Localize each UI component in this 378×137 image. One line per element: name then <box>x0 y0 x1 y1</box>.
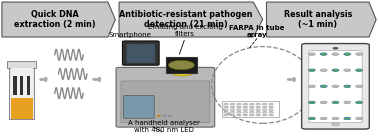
Circle shape <box>243 103 248 105</box>
Circle shape <box>308 69 315 72</box>
Circle shape <box>156 115 161 117</box>
FancyBboxPatch shape <box>124 95 154 118</box>
Circle shape <box>320 53 327 55</box>
Bar <box>13 76 17 95</box>
Circle shape <box>269 114 273 116</box>
Circle shape <box>237 109 241 110</box>
FancyBboxPatch shape <box>127 44 155 63</box>
Circle shape <box>332 85 339 88</box>
Circle shape <box>171 68 194 76</box>
Circle shape <box>344 69 351 72</box>
FancyBboxPatch shape <box>302 44 369 129</box>
Circle shape <box>308 85 315 88</box>
Circle shape <box>230 112 235 113</box>
FancyBboxPatch shape <box>309 51 362 123</box>
Circle shape <box>269 103 273 105</box>
Circle shape <box>256 112 260 113</box>
Circle shape <box>344 101 351 104</box>
Circle shape <box>262 106 267 108</box>
Text: FARPA in tube
array: FARPA in tube array <box>229 25 285 38</box>
Circle shape <box>356 53 363 55</box>
Bar <box>27 76 30 95</box>
Circle shape <box>230 109 235 110</box>
Circle shape <box>230 114 235 116</box>
Circle shape <box>320 85 327 88</box>
Circle shape <box>230 106 235 108</box>
Circle shape <box>308 53 315 55</box>
Circle shape <box>256 103 260 105</box>
Circle shape <box>249 112 254 113</box>
Circle shape <box>356 117 363 120</box>
Polygon shape <box>119 2 263 37</box>
Circle shape <box>262 109 267 110</box>
Bar <box>11 68 33 98</box>
FancyBboxPatch shape <box>122 41 159 65</box>
FancyBboxPatch shape <box>166 57 197 73</box>
Circle shape <box>256 109 260 110</box>
Circle shape <box>256 114 260 116</box>
Circle shape <box>237 114 241 116</box>
FancyBboxPatch shape <box>9 68 34 119</box>
Circle shape <box>262 112 267 113</box>
Circle shape <box>224 112 228 113</box>
Text: Smartphone: Smartphone <box>109 32 152 38</box>
Circle shape <box>269 112 273 113</box>
Circle shape <box>356 69 363 72</box>
FancyBboxPatch shape <box>7 61 36 68</box>
Circle shape <box>262 103 267 105</box>
Circle shape <box>256 106 260 108</box>
Circle shape <box>320 117 327 120</box>
Polygon shape <box>266 2 376 37</box>
Circle shape <box>230 103 235 105</box>
Bar <box>11 98 33 119</box>
Text: Emitting and exciting
filters: Emitting and exciting filters <box>148 24 223 37</box>
Circle shape <box>224 109 228 110</box>
FancyBboxPatch shape <box>116 67 215 127</box>
Text: Antibiotic-resistant pathogen
detection (21 min): Antibiotic-resistant pathogen detection … <box>119 10 253 29</box>
Circle shape <box>262 114 267 116</box>
Circle shape <box>332 117 339 120</box>
Circle shape <box>243 109 248 110</box>
Circle shape <box>249 106 254 108</box>
Circle shape <box>224 114 228 116</box>
Circle shape <box>269 106 273 108</box>
Circle shape <box>332 69 339 72</box>
Circle shape <box>344 53 351 55</box>
Circle shape <box>333 47 338 49</box>
Circle shape <box>237 106 241 108</box>
Circle shape <box>243 106 248 108</box>
Circle shape <box>308 117 315 120</box>
Circle shape <box>168 115 172 117</box>
Circle shape <box>249 103 254 105</box>
Circle shape <box>243 112 248 113</box>
Circle shape <box>320 69 327 72</box>
Circle shape <box>224 106 228 108</box>
Circle shape <box>356 85 363 88</box>
Circle shape <box>320 101 327 104</box>
Circle shape <box>308 101 315 104</box>
Circle shape <box>356 101 363 104</box>
Circle shape <box>332 53 339 55</box>
Text: A handheld analyser
with 480 nm LED: A handheld analyser with 480 nm LED <box>129 120 200 133</box>
Circle shape <box>332 123 339 126</box>
Circle shape <box>269 109 273 110</box>
Circle shape <box>249 114 254 116</box>
Circle shape <box>243 114 248 116</box>
FancyBboxPatch shape <box>121 81 210 123</box>
Text: Quick DNA
extraction (2 min): Quick DNA extraction (2 min) <box>14 10 96 29</box>
Circle shape <box>249 109 254 110</box>
Circle shape <box>237 103 241 105</box>
Circle shape <box>138 43 143 44</box>
Text: Result analysis
(~1 min): Result analysis (~1 min) <box>284 10 352 29</box>
Circle shape <box>224 103 228 105</box>
Circle shape <box>237 112 241 113</box>
Circle shape <box>332 101 339 104</box>
Circle shape <box>344 85 351 88</box>
Polygon shape <box>2 2 115 37</box>
Circle shape <box>168 60 194 70</box>
Bar <box>20 76 23 95</box>
Circle shape <box>344 117 351 120</box>
Circle shape <box>162 115 167 117</box>
